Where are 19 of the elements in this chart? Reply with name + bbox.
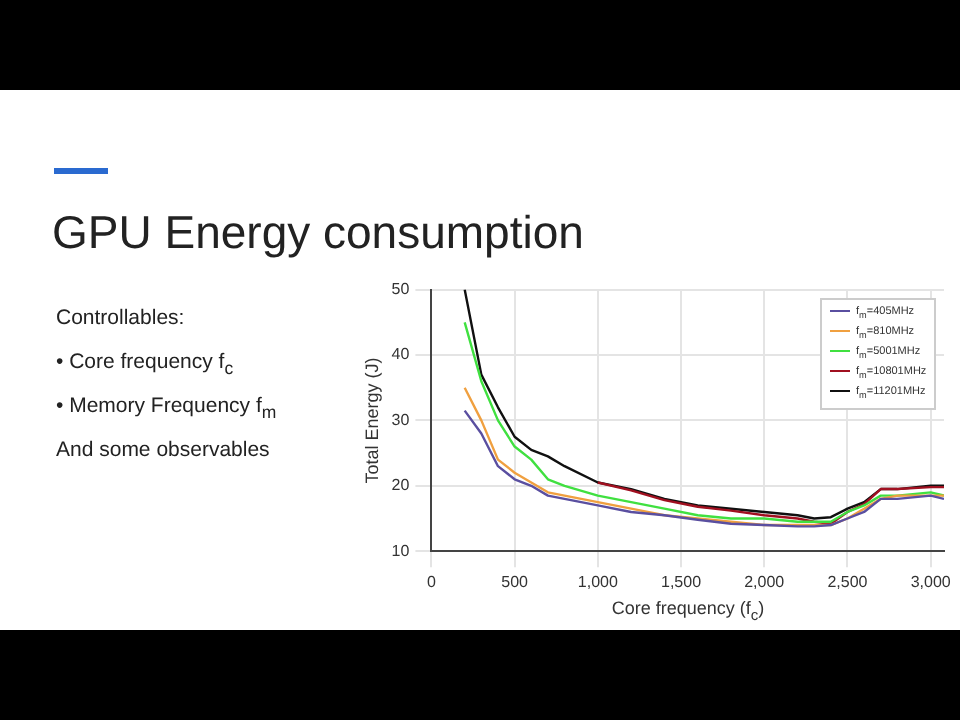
y-tick-label: 30 xyxy=(391,410,411,429)
y-tick-label: 10 xyxy=(391,541,411,560)
y-axis-title: Total Energy (J) xyxy=(361,357,382,484)
text: And some observables xyxy=(56,438,270,462)
chart-title: GPU Energy consumption xyxy=(52,206,584,260)
x-tick-label: 2,000 xyxy=(744,573,786,592)
x-tick-label: 500 xyxy=(501,573,530,592)
x-axis-title: Core frequency (f$_{c}$) xyxy=(611,598,765,624)
text: • Memory Frequency f$_{m}$ xyxy=(56,394,277,423)
x-tick-label: 3,000 xyxy=(910,573,952,592)
text: • Core frequency f$_{c}$ xyxy=(56,350,234,379)
y-tick-label: 20 xyxy=(391,476,411,495)
x-tick-label: 1,000 xyxy=(577,573,619,592)
x-tick-label: 0 xyxy=(426,573,437,592)
text: Controllables: xyxy=(56,306,185,330)
x-tick-label: 2,500 xyxy=(827,573,869,592)
x-tick-label: 1,500 xyxy=(661,573,703,592)
y-tick-label: 40 xyxy=(391,345,411,364)
y-tick-label: 50 xyxy=(391,280,411,299)
